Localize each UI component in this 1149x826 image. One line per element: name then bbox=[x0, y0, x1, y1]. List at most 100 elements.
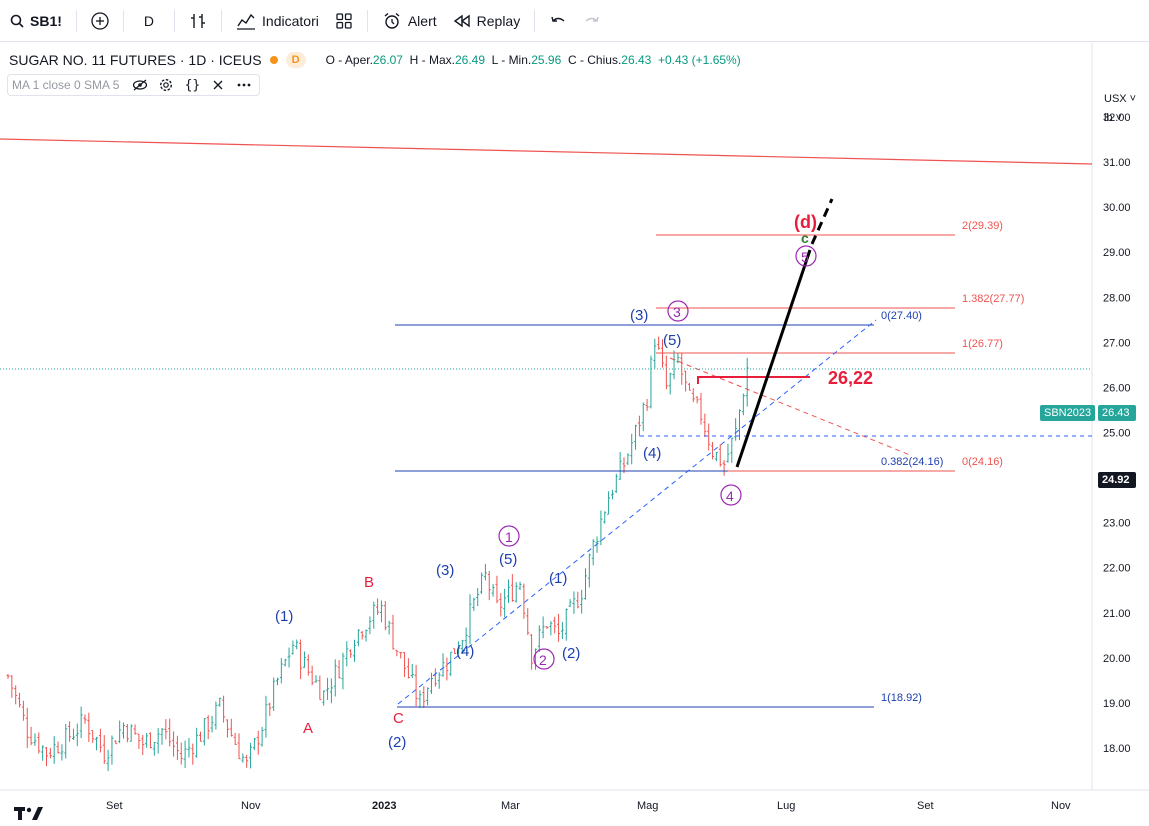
ohlc-bar bbox=[129, 724, 133, 742]
ohlc-bar bbox=[329, 678, 333, 704]
toolbar-divider bbox=[366, 9, 368, 32]
price-tick-label: 31.00 bbox=[1103, 157, 1131, 169]
symbol-title[interactable]: SUGAR NO. 11 FUTURES · 1D · ICEUS bbox=[9, 52, 262, 68]
projection-line[interactable] bbox=[735, 249, 812, 468]
ohlc-bar bbox=[406, 658, 410, 679]
ohlc-bar bbox=[480, 572, 484, 594]
price-tick-label: 22.00 bbox=[1103, 563, 1131, 575]
source-code-button[interactable]: {} bbox=[181, 76, 203, 94]
price-tick-label: 29.00 bbox=[1103, 247, 1131, 259]
time-tick-label: Nov bbox=[1051, 800, 1071, 812]
tradingview-logo-icon[interactable] bbox=[14, 805, 44, 821]
symbol-search-button[interactable]: SB1! bbox=[2, 5, 70, 37]
wave-label: 1 bbox=[505, 529, 513, 545]
ohlc-bar bbox=[707, 423, 711, 451]
ohlc-bar bbox=[557, 614, 561, 642]
ohlc-bar bbox=[337, 660, 341, 679]
ohlc-bar bbox=[25, 707, 29, 749]
indicator-settings-button[interactable] bbox=[155, 76, 177, 94]
ohlc-bar bbox=[152, 741, 156, 756]
ohlc-bar bbox=[734, 418, 738, 441]
crosshair-price-tag: 24.92 bbox=[1098, 472, 1136, 488]
interval-button[interactable]: D bbox=[130, 5, 168, 37]
ohlc-bar bbox=[687, 382, 691, 391]
ohlc-bar bbox=[237, 733, 241, 760]
price-tick-label: 21.00 bbox=[1103, 608, 1131, 620]
ohlc-bar bbox=[164, 719, 168, 740]
ohlc-bar bbox=[291, 640, 295, 655]
chart-area[interactable]: 2(29.39) 1.382(27.77) 1(26.77) 0(24.16) … bbox=[0, 43, 1149, 826]
redo-button[interactable] bbox=[575, 5, 609, 37]
rewind-icon bbox=[453, 14, 470, 27]
layouts-button[interactable] bbox=[327, 5, 361, 37]
ohlc-bar bbox=[433, 668, 437, 687]
more-options-button[interactable] bbox=[233, 76, 255, 94]
ohlc-bar bbox=[202, 718, 206, 746]
projection-dashed[interactable] bbox=[810, 198, 834, 245]
ohlc-bar bbox=[387, 620, 391, 635]
chart-type-button[interactable] bbox=[181, 5, 215, 37]
ohlc-bar bbox=[102, 735, 106, 764]
ohlc-bar bbox=[245, 754, 249, 768]
dashed-red-line[interactable] bbox=[669, 357, 911, 456]
unit-selector[interactable]: lb ˅ bbox=[1104, 112, 1123, 124]
ohlc-bar bbox=[14, 685, 18, 705]
ohlc-bar bbox=[530, 634, 534, 670]
ohlc-bar bbox=[449, 651, 453, 677]
compare-button[interactable] bbox=[83, 5, 117, 37]
ohlc-bar bbox=[376, 598, 380, 615]
ohlc-bar bbox=[279, 658, 283, 684]
ohlc-bar bbox=[260, 726, 264, 747]
ohlc-bar bbox=[745, 357, 749, 407]
redo-icon bbox=[585, 16, 599, 22]
dashed-trend-line[interactable] bbox=[397, 319, 877, 705]
ohlc-bar bbox=[249, 742, 253, 769]
currency-selector[interactable]: USX ˅ bbox=[1104, 93, 1137, 105]
price-tick-label: 27.00 bbox=[1103, 337, 1131, 349]
ohlc-bar bbox=[71, 728, 75, 741]
price-axis[interactable]: 32.00 31.00 30.00 29.00 28.00 27.00 26.00 25.00… bbox=[1103, 112, 1131, 755]
time-tick-label: Mar bbox=[501, 800, 520, 812]
replay-button[interactable]: Replay bbox=[445, 5, 529, 37]
ohlc-bar bbox=[341, 652, 345, 690]
ohlc-bar bbox=[314, 675, 318, 683]
alarm-clock-icon bbox=[384, 12, 400, 29]
price-chart[interactable]: 2(29.39) 1.382(27.77) 1(26.77) 0(24.16) … bbox=[0, 43, 1149, 826]
ohlc-bar bbox=[584, 568, 587, 600]
ohlc-bar bbox=[364, 629, 368, 642]
indicators-icon bbox=[237, 13, 256, 30]
ohlc-bar bbox=[299, 639, 303, 679]
fib-label: 1.382(27.77) bbox=[962, 293, 1024, 305]
ohlc-bar bbox=[310, 665, 314, 686]
ohlc-bar bbox=[672, 350, 676, 380]
ohlc-bar bbox=[476, 588, 480, 607]
alert-button[interactable]: Alert bbox=[374, 5, 445, 37]
ohlc-bar bbox=[522, 583, 526, 619]
ohlc-bar bbox=[6, 674, 10, 679]
ohlc-bar bbox=[418, 690, 422, 708]
ohlc-bar bbox=[52, 736, 56, 764]
ohlc-bar bbox=[510, 574, 514, 602]
indicators-button[interactable]: Indicatori bbox=[228, 5, 327, 37]
resistance-trendline[interactable] bbox=[0, 138, 1093, 165]
series-name-tag: SBN2023 bbox=[1040, 405, 1096, 421]
ohlc-bar bbox=[287, 647, 291, 668]
ohlc-bar bbox=[514, 582, 518, 603]
ohlc-bar bbox=[145, 732, 149, 748]
time-tick-label: Nov bbox=[241, 800, 261, 812]
ohlc-bar bbox=[18, 692, 22, 708]
ohlc-bar bbox=[191, 743, 195, 765]
hide-indicator-button[interactable] bbox=[129, 76, 151, 94]
ohlc-bar bbox=[137, 733, 141, 749]
ohlc-bar bbox=[507, 579, 510, 603]
delayed-badge[interactable]: D bbox=[285, 52, 306, 68]
currency-label: USX bbox=[1104, 93, 1127, 105]
ohlc-bar bbox=[483, 563, 487, 581]
ohlc-bar bbox=[741, 393, 745, 416]
ohlc-bar bbox=[437, 672, 441, 689]
remove-indicator-button[interactable] bbox=[207, 76, 229, 94]
indicator-legend-ma[interactable]: MA 1 close 0 SMA 5 {} bbox=[7, 74, 261, 96]
price-tick-label: 26.00 bbox=[1103, 382, 1131, 394]
target-bracket[interactable] bbox=[697, 376, 810, 384]
undo-button[interactable] bbox=[541, 5, 575, 37]
